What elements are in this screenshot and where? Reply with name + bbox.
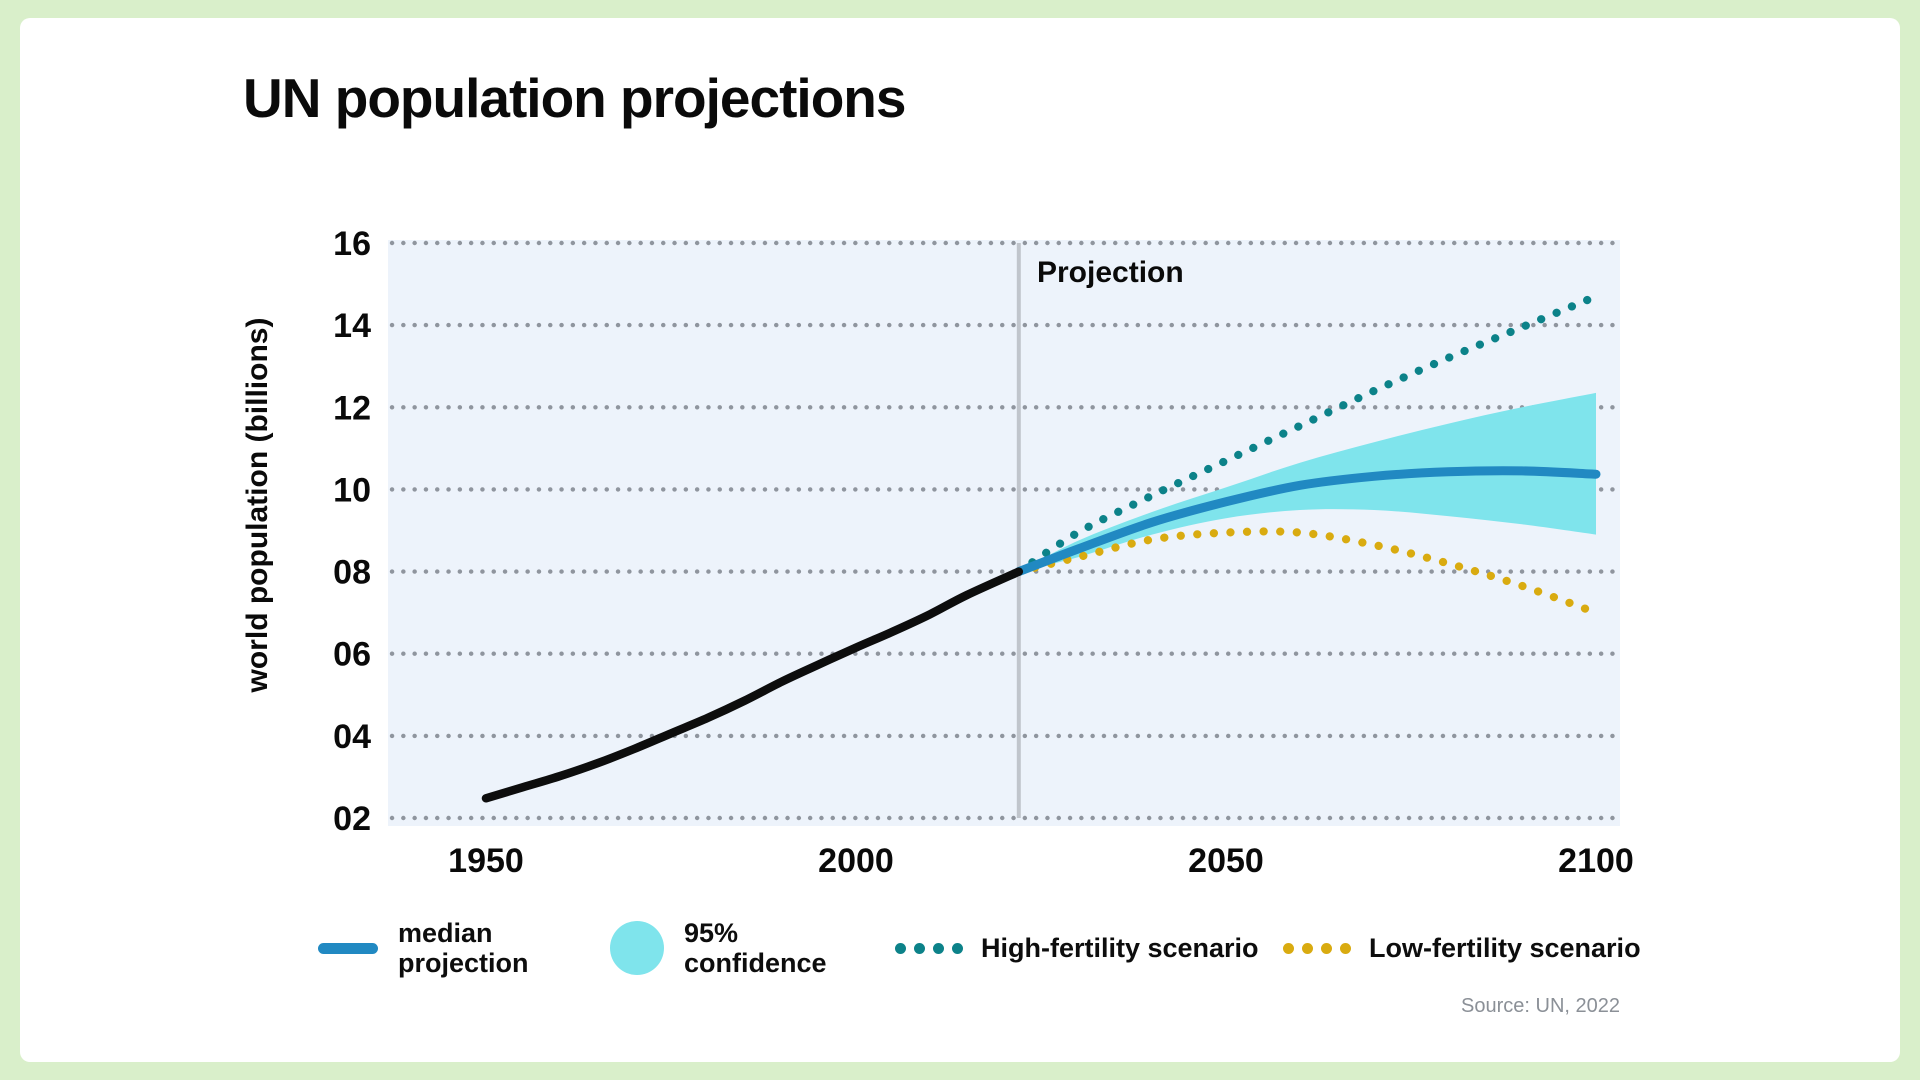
legend-item-confidence: 95% confidence bbox=[610, 912, 834, 984]
chart-card bbox=[20, 18, 1900, 1062]
source-note: Source: UN, 2022 bbox=[1461, 995, 1620, 1017]
legend-item-median: median projection bbox=[318, 912, 529, 984]
legend-label: median projection bbox=[398, 917, 529, 978]
chart-legend: median projection 95% confidence High-fe… bbox=[0, 912, 1920, 992]
legend-item-high-fertility: High-fertility scenario bbox=[895, 912, 1259, 984]
legend-label: High-fertility scenario bbox=[981, 932, 1259, 963]
median-line-swatch bbox=[318, 942, 378, 954]
high-fertility-dots-swatch bbox=[895, 942, 963, 954]
legend-label: 95% confidence bbox=[684, 917, 827, 978]
confidence-circle-swatch bbox=[610, 921, 664, 975]
page-title: UN population projections bbox=[243, 67, 906, 129]
y-axis-title: world population (billions) bbox=[241, 317, 274, 693]
legend-label: Low-fertility scenario bbox=[1369, 932, 1641, 963]
projection-annotation: Projection bbox=[1037, 256, 1184, 289]
legend-item-low-fertility: Low-fertility scenario bbox=[1283, 912, 1641, 984]
low-fertility-dots-swatch bbox=[1283, 942, 1351, 954]
